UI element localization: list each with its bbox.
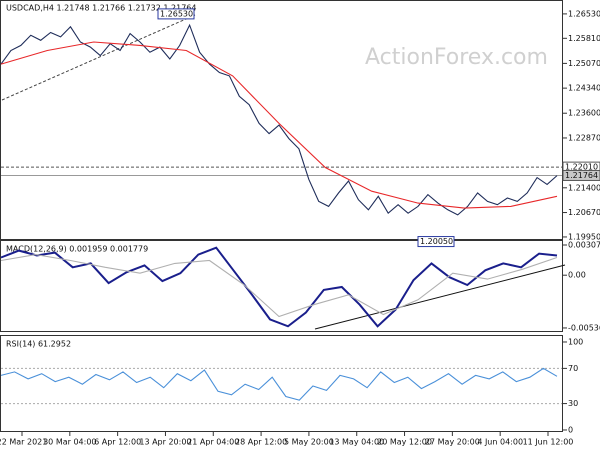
macd-panel bbox=[0, 240, 563, 332]
y-tick-label: 30 bbox=[568, 399, 578, 408]
series-line bbox=[0, 246, 558, 328]
series-line bbox=[0, 367, 558, 401]
x-tick-label: 11 Jun 12:00 bbox=[523, 438, 574, 447]
price-box bbox=[562, 169, 600, 181]
x-tick-label: 22 Mar 2021 bbox=[0, 438, 47, 447]
y-tick-label: 1.25810 bbox=[568, 34, 600, 43]
annotation-box bbox=[417, 236, 455, 248]
panel-title: MACD(12,26,9) 0.001959 0.001779 bbox=[6, 245, 148, 254]
y-tick-label: 0.003072 bbox=[568, 241, 600, 250]
x-tick-label: 6 Apr 12:00 bbox=[94, 438, 141, 447]
panel-title: USDCAD,H4 1.21748 1.21766 1.21732 1.2176… bbox=[6, 4, 196, 13]
y-tick-label: -0.005369 bbox=[568, 323, 600, 332]
watermark: ActionForex.com bbox=[365, 45, 548, 70]
y-tick-label: 1.24340 bbox=[568, 84, 600, 93]
annotation-box bbox=[157, 8, 195, 20]
x-tick-label: 27 May 20:00 bbox=[425, 438, 480, 447]
y-tick-label: 1.25070 bbox=[568, 59, 600, 68]
y-tick-label: 1.20670 bbox=[568, 208, 600, 217]
trend-line bbox=[1, 14, 196, 101]
price-label: 1.22010 bbox=[565, 163, 598, 172]
x-tick-label: 20 May 12:00 bbox=[377, 438, 432, 447]
x-tick-label: 5 May 20:00 bbox=[284, 438, 334, 447]
price-label: 1.21764 bbox=[565, 171, 598, 180]
series-line bbox=[0, 254, 558, 318]
y-tick-label: 1.21400 bbox=[568, 183, 600, 192]
y-tick-label: 1.22870 bbox=[568, 133, 600, 142]
x-tick-label: 30 Mar 04:00 bbox=[43, 438, 96, 447]
y-tick-label: 0.00 bbox=[568, 271, 586, 280]
annotation-label: 1.26530 bbox=[160, 9, 193, 18]
y-tick-label: 1.19950 bbox=[568, 232, 600, 241]
x-tick-label: 4 Jun 04:00 bbox=[477, 438, 523, 447]
y-tick-label: 1.23600 bbox=[568, 109, 600, 118]
price-panel bbox=[0, 0, 563, 240]
y-tick-label: 100 bbox=[568, 337, 583, 346]
y-tick-label: 70 bbox=[568, 364, 578, 373]
x-tick-label: 13 May 04:00 bbox=[329, 438, 384, 447]
x-tick-label: 28 Apr 12:00 bbox=[235, 438, 287, 447]
x-tick-label: 21 Apr 04:00 bbox=[187, 438, 239, 447]
macd-trend-line bbox=[314, 264, 566, 330]
y-tick-label: 1.26530 bbox=[568, 9, 600, 18]
rsi-panel bbox=[0, 335, 563, 432]
series-line bbox=[0, 23, 558, 216]
y-tick-label: 0 bbox=[568, 425, 573, 434]
series-line bbox=[0, 41, 558, 209]
panel-title: RSI(14) 61.2952 bbox=[6, 340, 71, 349]
x-tick-label: 13 Apr 20:00 bbox=[139, 438, 191, 447]
annotation-label: 1.20050 bbox=[420, 237, 453, 246]
